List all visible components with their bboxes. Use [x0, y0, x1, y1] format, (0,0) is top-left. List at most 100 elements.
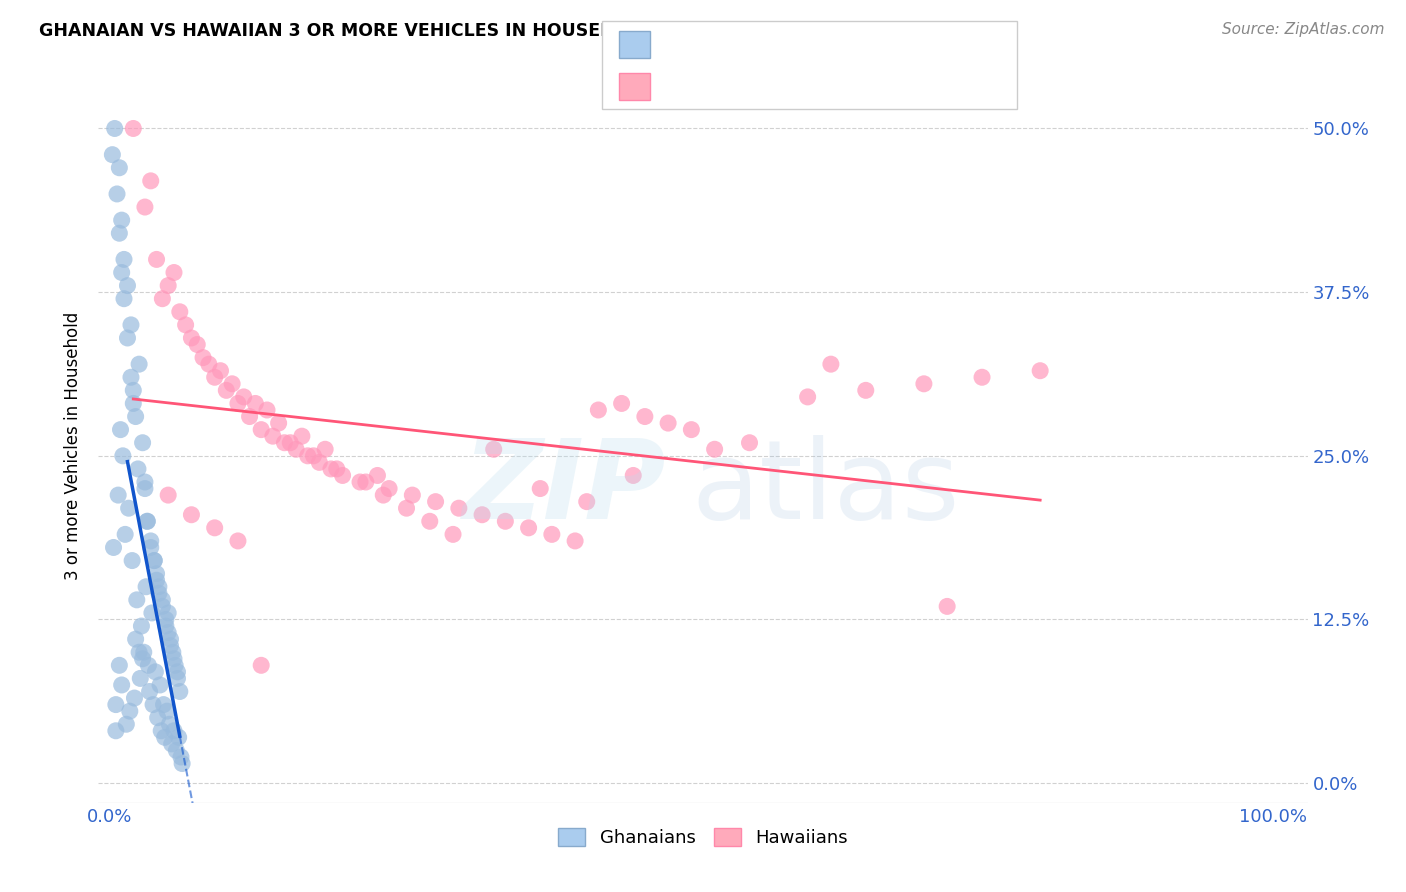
Point [285, 442, 308, 457]
Point [165, 658, 187, 673]
Point [912, 376, 935, 391]
Text: Source: ZipAtlas.com: Source: ZipAtlas.com [1222, 22, 1385, 37]
Point [162, 645, 184, 659]
Text: ZIP: ZIP [463, 435, 666, 542]
Point [163, 723, 186, 738]
Point [1029, 364, 1052, 378]
Point [215, 384, 238, 398]
Point [101, 147, 124, 161]
Point [135, 580, 157, 594]
Point [319, 462, 342, 476]
Point [529, 482, 551, 496]
Point [111, 213, 134, 227]
Point [326, 462, 349, 476]
Point [273, 435, 295, 450]
Point [738, 435, 761, 450]
Point [441, 527, 464, 541]
Point [122, 121, 145, 136]
Point [104, 698, 127, 712]
Point [127, 462, 149, 476]
Point [855, 384, 877, 398]
Point [111, 266, 134, 280]
Point [267, 416, 290, 430]
Point [186, 337, 208, 351]
Point [621, 468, 644, 483]
Point [540, 527, 562, 541]
Point [139, 174, 162, 188]
Point [494, 514, 516, 528]
Text: GHANAIAN VS HAWAIIAN 3 OR MORE VEHICLES IN HOUSEHOLD CORRELATION CHART: GHANAIAN VS HAWAIIAN 3 OR MORE VEHICLES … [39, 22, 870, 40]
Point [239, 409, 262, 424]
Point [108, 658, 131, 673]
Point [166, 665, 188, 679]
Point [157, 278, 180, 293]
Point [425, 494, 447, 508]
Point [232, 390, 254, 404]
Point [163, 652, 186, 666]
Point [395, 501, 418, 516]
Point [160, 737, 183, 751]
Point [105, 186, 128, 201]
Point [936, 599, 959, 614]
Point [180, 508, 202, 522]
Text: N =: N = [810, 73, 853, 93]
Text: 85: 85 [862, 31, 889, 50]
Point [820, 357, 842, 371]
Point [245, 396, 267, 410]
Point [169, 305, 191, 319]
Point [145, 573, 167, 587]
Point [308, 455, 330, 469]
Point [471, 508, 494, 522]
Text: R =: R = [661, 31, 703, 50]
Point [165, 743, 187, 757]
Point [482, 442, 505, 457]
Point [136, 514, 159, 528]
Legend: Ghanaians, Hawaiians: Ghanaians, Hawaiians [551, 821, 855, 855]
Point [401, 488, 423, 502]
Text: atlas: atlas [690, 435, 959, 542]
Point [170, 750, 193, 764]
Point [314, 442, 336, 457]
Point [157, 488, 180, 502]
Point [349, 475, 371, 489]
Point [143, 553, 166, 567]
Point [419, 514, 441, 528]
Point [150, 292, 173, 306]
Text: 75: 75 [862, 73, 889, 93]
Point [150, 723, 173, 738]
Point [128, 357, 150, 371]
Point [169, 684, 191, 698]
Point [118, 501, 141, 516]
Point [575, 494, 598, 508]
Point [122, 396, 145, 410]
Point [155, 612, 177, 626]
Text: 0.320: 0.320 [717, 31, 779, 50]
Point [131, 619, 153, 633]
Point [124, 691, 146, 706]
Point [124, 632, 146, 647]
Point [148, 586, 170, 600]
Point [117, 331, 139, 345]
Point [131, 435, 153, 450]
Point [180, 331, 202, 345]
Point [610, 396, 633, 410]
Text: 0.117: 0.117 [717, 73, 779, 93]
Point [122, 384, 145, 398]
Point [796, 390, 818, 404]
Point [136, 514, 159, 528]
Point [149, 678, 172, 692]
Point [132, 645, 155, 659]
Point [204, 521, 226, 535]
Point [970, 370, 993, 384]
Point [121, 553, 143, 567]
Point [112, 292, 135, 306]
Point [302, 449, 325, 463]
Point [681, 423, 703, 437]
Point [157, 606, 180, 620]
Point [143, 553, 166, 567]
Point [157, 625, 180, 640]
Point [114, 527, 136, 541]
Point [107, 488, 129, 502]
Point [250, 423, 273, 437]
Point [256, 403, 278, 417]
